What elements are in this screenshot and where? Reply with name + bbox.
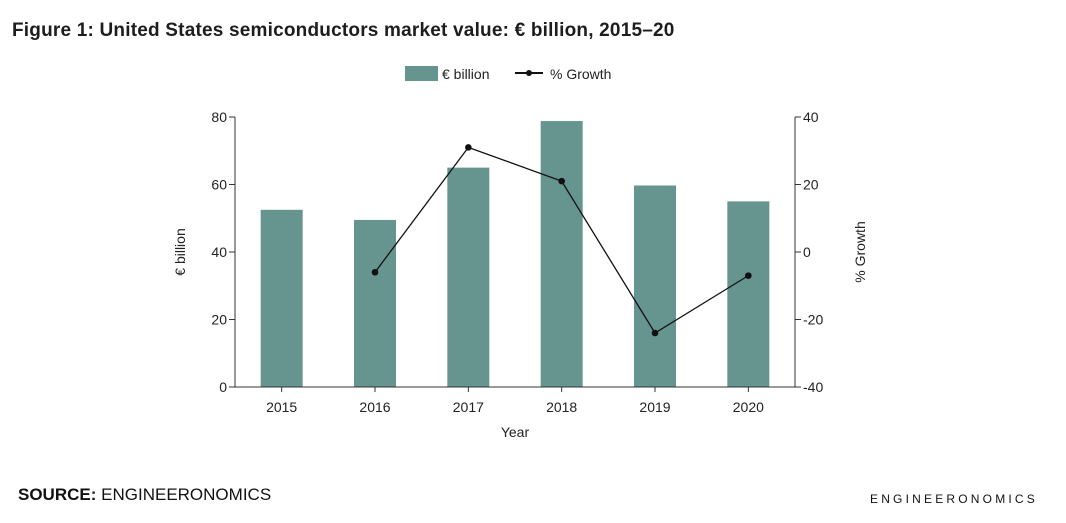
brand-footer: ENGINEERONOMICS xyxy=(869,492,1038,506)
bar-2019 xyxy=(634,185,676,387)
legend-swatch-bar xyxy=(405,66,438,81)
source-value: ENGINEERONOMICS xyxy=(101,485,272,504)
legend: € billion % Growth xyxy=(405,66,611,82)
x-tick-label: 2015 xyxy=(266,399,297,415)
axes: 0 20 40 60 80 -40 -20 0 20 40 2015 2016 2017 2018 2019… xyxy=(172,109,868,440)
bar-2017 xyxy=(447,167,490,387)
y-axis-label: € billion xyxy=(172,228,188,275)
growth-point-2016 xyxy=(371,268,379,276)
x-tick-label: 2016 xyxy=(359,399,390,415)
left-tick-label: 40 xyxy=(211,244,227,260)
right-tick-label: -20 xyxy=(803,312,823,328)
source-label: SOURCE: xyxy=(18,485,97,504)
growth-point-2020 xyxy=(745,272,752,279)
legend-label-line: % Growth xyxy=(550,66,611,82)
bar-2016 xyxy=(354,219,396,387)
bar-2015 xyxy=(260,209,303,387)
figure-title: Figure 1: United States semiconductors m… xyxy=(12,20,675,41)
left-tick-label: 60 xyxy=(211,177,227,193)
right-tick-label: 40 xyxy=(803,109,819,125)
left-tick-label: 0 xyxy=(219,379,227,395)
growth-point-2018 xyxy=(558,177,565,185)
chart-area: € billion % Growth 0 20 40 60 80 -40 -20 0 20 40 20… xyxy=(172,66,868,440)
x-tick-label: 2020 xyxy=(733,399,764,415)
growth-point-2019 xyxy=(651,329,659,337)
bar-2018 xyxy=(540,121,583,388)
x-tick-label: 2017 xyxy=(453,399,484,415)
right-tick-label: -40 xyxy=(803,379,823,395)
x-tick-label: 2019 xyxy=(639,399,670,415)
growth-point-2017 xyxy=(465,144,472,151)
left-tick-label: 80 xyxy=(211,109,227,125)
source-note: SOURCE: ENGINEERONOMICS xyxy=(18,485,271,505)
bar-2020 xyxy=(727,201,770,387)
x-tick-label: 2018 xyxy=(546,399,577,415)
left-tick-label: 20 xyxy=(211,312,227,328)
legend-label-bar: € billion xyxy=(442,66,489,82)
legend-swatch-dot xyxy=(526,70,532,76)
right-tick-label: 0 xyxy=(803,244,811,260)
x-axis-label: Year xyxy=(501,424,530,440)
right-tick-label: 20 xyxy=(803,177,819,193)
growth-line-series xyxy=(371,144,752,337)
bar-series xyxy=(260,121,770,388)
y2-axis-label: % Growth xyxy=(852,221,868,282)
